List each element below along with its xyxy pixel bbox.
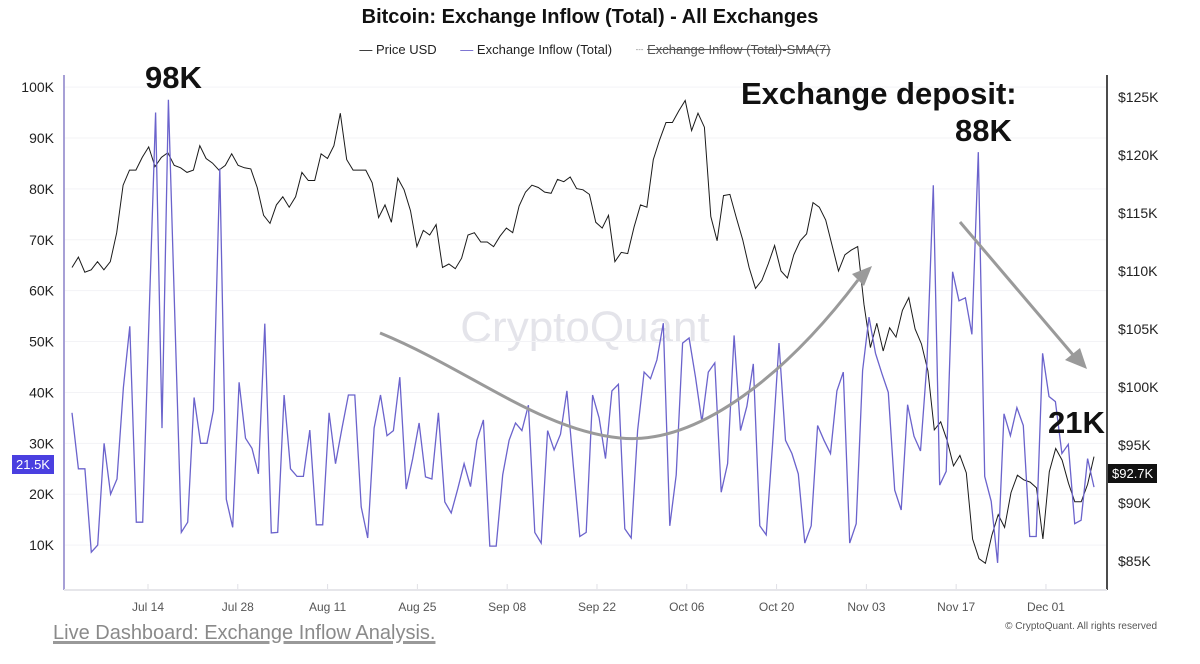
right-tick-label: $90K [1118, 495, 1151, 511]
annotation-peak: 98K [145, 60, 202, 95]
legend-item-inflow[interactable]: — Exchange Inflow (Total) [460, 42, 613, 57]
x-tick-label: Aug 11 [309, 600, 346, 614]
left-tick-label: 90K [29, 130, 55, 146]
right-tick-label: $100K [1118, 379, 1159, 395]
right-tick-label: $85K [1118, 553, 1151, 569]
chart-legend: — Price USD — Exchange Inflow (Total) ┄ … [0, 42, 1190, 58]
legend-item-price[interactable]: — Price USD [359, 42, 437, 57]
trend-arrow-up [379, 266, 872, 441]
watermark: CryptoQuant [460, 303, 709, 352]
chart-title: Bitcoin: Exchange Inflow (Total) - All E… [361, 6, 819, 28]
left-tick-label: 20K [29, 486, 55, 502]
series-price-line [71, 99, 1095, 565]
legend-label-inflow: Exchange Inflow (Total) [476, 42, 613, 57]
x-axis-ticks: Jul 14 Jul 28 Aug 11 Aug 25 Sep 08 Sep 22 Oct … [132, 584, 1065, 614]
inflow-current-badge: 21.5K [12, 455, 54, 474]
right-tick-label: $115K [1118, 205, 1158, 221]
legend-item-sma[interactable]: ┄ Exchange Inflow (Total)-SMA(7) [635, 42, 831, 57]
annotation-deposit-title: Exchange deposit: [741, 76, 1017, 111]
arrowhead-icon [852, 266, 872, 286]
right-tick-label: $120K [1118, 147, 1159, 163]
x-tick-label: Sep 08 [488, 600, 526, 614]
left-tick-label: 30K [29, 435, 55, 451]
annotation-deposit-value: 88K [955, 113, 1012, 148]
left-tick-label: 40K [29, 384, 55, 400]
x-tick-label: Jul 14 [132, 600, 164, 614]
x-tick-label: Oct 06 [669, 600, 705, 614]
x-tick-label: Nov 03 [847, 600, 885, 614]
right-axis-ticks: $85K $90K $95K $100K $105K $110K $115K $120K $12… [1118, 89, 1159, 569]
left-tick-label: 60K [29, 283, 55, 299]
x-tick-label: Aug 25 [398, 600, 436, 614]
x-tick-label: Oct 20 [759, 600, 795, 614]
annotation-latest: 21K [1048, 405, 1105, 440]
trend-arrow-down [958, 221, 1087, 369]
series-inflow-line [71, 99, 1095, 563]
copyright-text: © CryptoQuant. All rights reserved [1005, 621, 1157, 632]
x-tick-label: Jul 28 [222, 600, 254, 614]
right-tick-label: $125K [1118, 89, 1159, 105]
left-tick-label: 50K [29, 334, 55, 350]
left-axis-ticks: 10K 20K 30K 40K 50K 60K 70K 80K 90K 100K [21, 79, 54, 553]
left-tick-label: 70K [29, 232, 55, 248]
price-current-badge: $92.7K [1108, 464, 1158, 483]
left-tick-label: 10K [29, 537, 55, 553]
arrowhead-icon [1065, 348, 1087, 369]
left-tick-label: 80K [29, 181, 55, 197]
right-tick-label: $110K [1118, 263, 1158, 279]
right-tick-label: $95K [1118, 437, 1151, 453]
live-dashboard-link[interactable]: Live Dashboard: Exchange Inflow Analysis… [53, 622, 436, 644]
legend-label-sma: Exchange Inflow (Total)-SMA(7) [647, 42, 831, 57]
x-tick-label: Sep 22 [578, 600, 616, 614]
right-tick-label: $105K [1118, 321, 1159, 337]
legend-label-price: Price USD [375, 42, 437, 57]
left-tick-label: 100K [21, 79, 54, 95]
x-tick-label: Nov 17 [937, 600, 975, 614]
x-tick-label: Dec 01 [1027, 600, 1065, 614]
